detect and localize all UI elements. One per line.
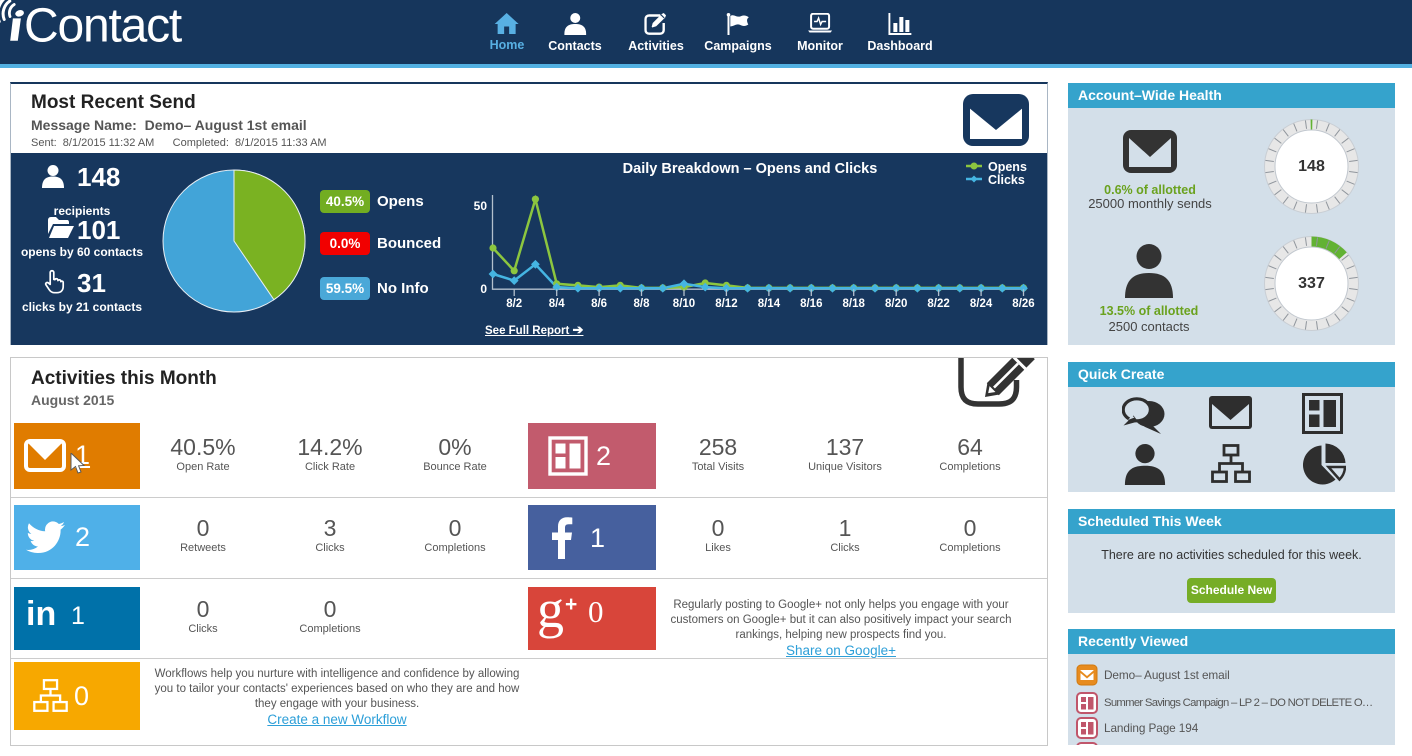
svg-text:Clicks: Clicks: [988, 173, 1025, 187]
svg-text:8/18: 8/18: [843, 298, 866, 310]
svg-text:8/12: 8/12: [715, 298, 737, 310]
svg-text:8/24: 8/24: [970, 298, 993, 310]
svg-text:Contact: Contact: [24, 0, 182, 53]
svg-text:8/10: 8/10: [673, 298, 695, 310]
svg-text:8/20: 8/20: [885, 298, 907, 310]
svg-text:8/22: 8/22: [927, 298, 949, 310]
svg-text:Daily Breakdown – Opens and Cl: Daily Breakdown – Opens and Clicks: [623, 161, 878, 177]
svg-text:8/26: 8/26: [1012, 298, 1034, 310]
svg-text:8/8: 8/8: [634, 298, 651, 310]
svg-text:8/2: 8/2: [506, 298, 522, 310]
svg-text:8/14: 8/14: [758, 298, 781, 310]
svg-text:8/16: 8/16: [800, 298, 822, 310]
svg-text:8/6: 8/6: [591, 298, 607, 310]
svg-text:0: 0: [480, 282, 487, 296]
svg-text:Opens: Opens: [988, 160, 1027, 174]
svg-text:8/4: 8/4: [549, 298, 566, 310]
svg-text:50: 50: [474, 199, 488, 213]
